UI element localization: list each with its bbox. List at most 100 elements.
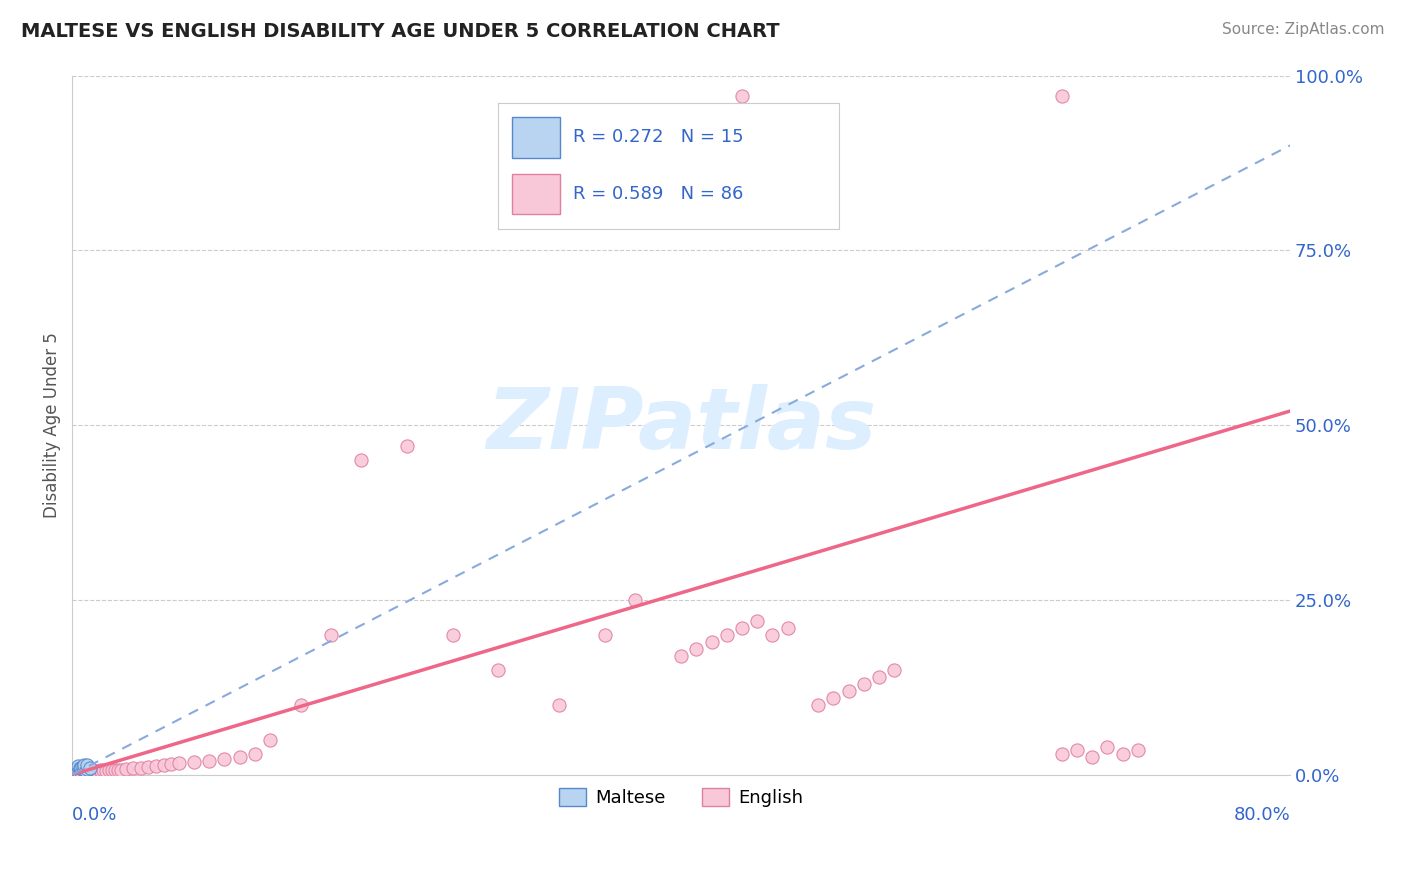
Point bbox=[259, 732, 281, 747]
Point bbox=[62, 765, 84, 780]
Text: 0.0%: 0.0% bbox=[72, 806, 118, 824]
Point bbox=[243, 747, 266, 761]
Point bbox=[72, 760, 94, 774]
Point bbox=[685, 641, 707, 656]
Point bbox=[76, 765, 98, 780]
Point bbox=[747, 614, 769, 628]
Point bbox=[1097, 739, 1119, 754]
Point bbox=[290, 698, 312, 712]
Point bbox=[67, 759, 90, 773]
Point bbox=[823, 690, 845, 705]
Point bbox=[145, 759, 167, 773]
Point bbox=[70, 765, 93, 780]
Point bbox=[548, 698, 571, 712]
Point bbox=[84, 764, 107, 779]
Point bbox=[1066, 743, 1088, 757]
Point bbox=[776, 621, 799, 635]
Point bbox=[807, 698, 830, 712]
Point bbox=[65, 764, 87, 779]
Point bbox=[65, 764, 87, 778]
Point bbox=[214, 752, 236, 766]
Point bbox=[1081, 750, 1104, 764]
Point bbox=[160, 757, 183, 772]
Point bbox=[868, 670, 890, 684]
Point bbox=[1050, 747, 1073, 761]
Point bbox=[350, 453, 373, 467]
Point bbox=[669, 648, 692, 663]
Point bbox=[66, 765, 89, 780]
Point bbox=[716, 628, 738, 642]
Point bbox=[319, 628, 342, 642]
Point bbox=[97, 763, 120, 777]
Point bbox=[66, 764, 89, 778]
Point bbox=[66, 762, 89, 776]
Point bbox=[91, 764, 114, 778]
Point bbox=[83, 764, 105, 778]
Point bbox=[72, 764, 94, 778]
Text: MALTESE VS ENGLISH DISABILITY AGE UNDER 5 CORRELATION CHART: MALTESE VS ENGLISH DISABILITY AGE UNDER … bbox=[21, 22, 780, 41]
Point bbox=[86, 764, 108, 778]
Point bbox=[67, 764, 90, 779]
Point bbox=[107, 764, 129, 778]
Point bbox=[228, 750, 250, 764]
Point bbox=[79, 765, 101, 780]
Point bbox=[72, 766, 94, 780]
Legend: Maltese, English: Maltese, English bbox=[553, 780, 810, 814]
Point bbox=[101, 764, 124, 778]
Point bbox=[110, 763, 132, 777]
Point bbox=[838, 683, 860, 698]
Point bbox=[73, 765, 96, 780]
Point bbox=[122, 761, 145, 775]
Point bbox=[66, 766, 89, 780]
Point bbox=[80, 764, 103, 779]
Point bbox=[73, 758, 96, 772]
Point bbox=[70, 764, 93, 779]
Point bbox=[129, 761, 152, 775]
Point bbox=[67, 764, 90, 778]
Point bbox=[624, 592, 647, 607]
Point bbox=[73, 763, 96, 777]
Text: 80.0%: 80.0% bbox=[1233, 806, 1291, 824]
Point bbox=[62, 766, 84, 780]
Point bbox=[69, 764, 91, 778]
Point bbox=[731, 89, 754, 103]
Point bbox=[104, 763, 127, 777]
Point bbox=[65, 765, 87, 780]
Point bbox=[94, 764, 117, 778]
Point bbox=[75, 766, 97, 780]
Point bbox=[731, 621, 754, 635]
Point bbox=[488, 663, 510, 677]
Point bbox=[90, 764, 112, 778]
Point bbox=[852, 676, 875, 690]
Point bbox=[67, 766, 90, 780]
Point bbox=[152, 758, 174, 772]
Point bbox=[883, 663, 905, 677]
Point bbox=[76, 762, 98, 776]
Point bbox=[73, 764, 96, 778]
Text: ZIPatlas: ZIPatlas bbox=[486, 384, 876, 467]
Point bbox=[62, 764, 84, 779]
Point bbox=[76, 757, 98, 772]
Point bbox=[67, 764, 90, 778]
Text: Source: ZipAtlas.com: Source: ZipAtlas.com bbox=[1222, 22, 1385, 37]
Point bbox=[700, 634, 723, 648]
Point bbox=[77, 764, 100, 779]
Point bbox=[1111, 747, 1133, 761]
Point bbox=[75, 764, 97, 778]
Point bbox=[70, 764, 93, 778]
Y-axis label: Disability Age Under 5: Disability Age Under 5 bbox=[44, 332, 60, 518]
Point bbox=[66, 764, 89, 778]
Point bbox=[69, 766, 91, 780]
Point bbox=[65, 767, 87, 781]
Point bbox=[69, 761, 91, 775]
Point bbox=[76, 764, 98, 778]
Point bbox=[69, 764, 91, 779]
Point bbox=[396, 439, 419, 453]
Point bbox=[1050, 89, 1073, 103]
Point bbox=[70, 761, 93, 775]
Point bbox=[72, 764, 94, 779]
Point bbox=[79, 761, 101, 775]
Point bbox=[183, 755, 205, 769]
Point bbox=[89, 764, 111, 778]
Point bbox=[441, 628, 464, 642]
